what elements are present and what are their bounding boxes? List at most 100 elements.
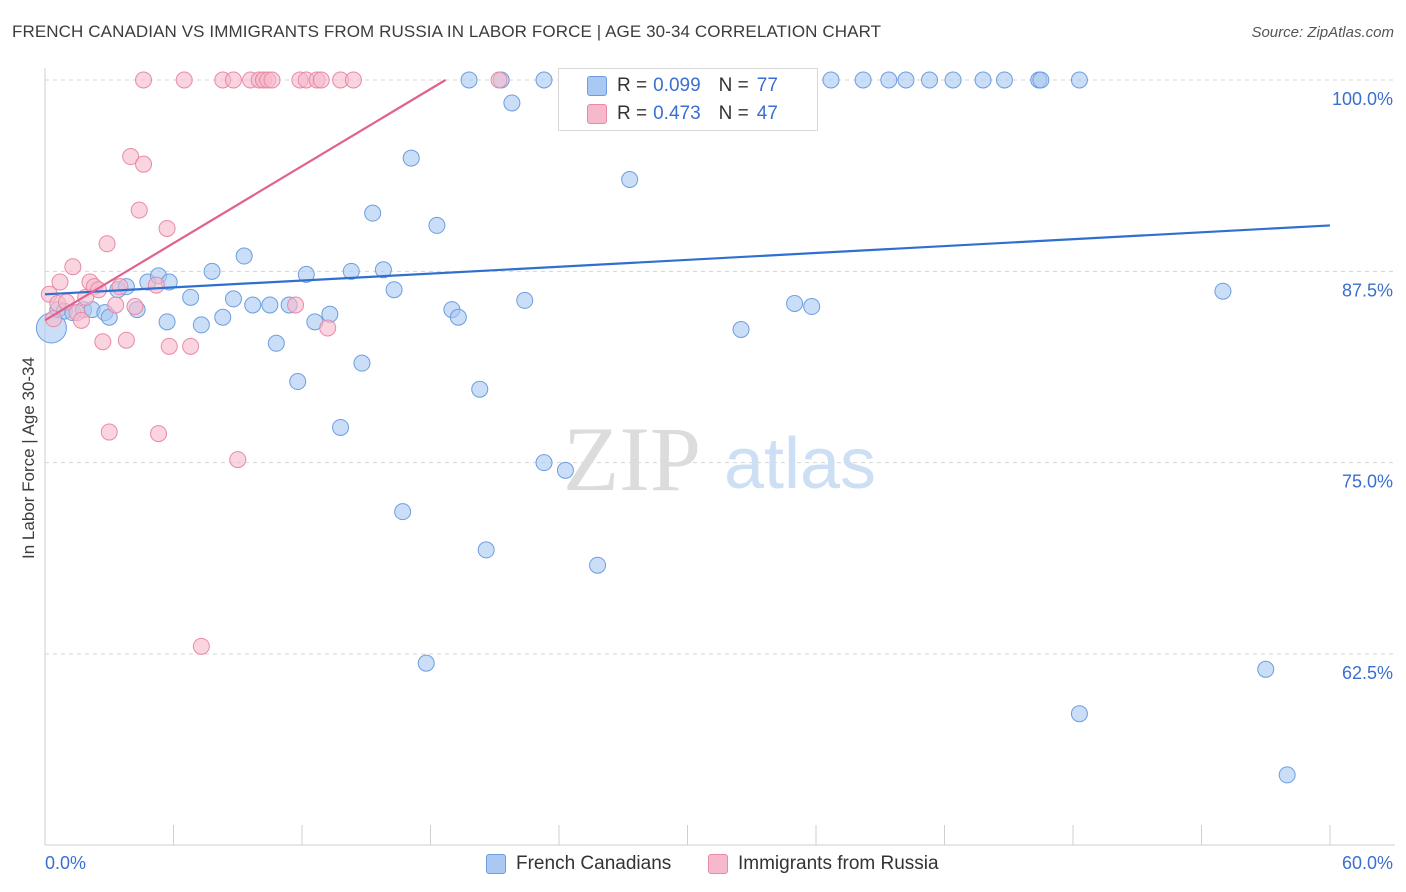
legend-label-immigrants-from-russia: Immigrants from Russia xyxy=(738,853,939,874)
french-canadians-point xyxy=(449,308,467,326)
french-canadians-point xyxy=(235,247,253,265)
watermark-zip: ZIP xyxy=(563,408,701,510)
french-canadians-point xyxy=(1278,766,1296,784)
immigrants-from-russia-point xyxy=(94,333,112,351)
legend-row-immigrants-from-russia: R = 0.473 N = 47 xyxy=(559,100,778,128)
immigrants-from-russia-point xyxy=(229,451,247,469)
french-canadians-point xyxy=(428,216,446,234)
french-canadians-point xyxy=(535,71,553,89)
grid-lines xyxy=(45,79,1395,655)
legend-swatch-blue xyxy=(486,854,506,874)
y-tick-label: 62.5% xyxy=(1342,663,1393,683)
immigrants-from-russia-point xyxy=(287,296,305,314)
trend-line-french-canadians xyxy=(44,224,1331,296)
tick-labels: 62.5% 75.0% 87.5% 100.0% 0.0% 60.0% xyxy=(45,89,1393,873)
chart-title: FRENCH CANADIAN VS IMMIGRANTS FROM RUSSI… xyxy=(12,22,882,41)
immigrants-from-russia-point xyxy=(98,235,116,253)
french-canadians-point xyxy=(897,71,915,89)
immigrants-from-russia-point xyxy=(64,258,82,276)
watermark-atlas: atlas xyxy=(724,424,876,504)
french-canadians-point xyxy=(921,71,939,89)
immigrants-from-russia-point xyxy=(263,71,281,89)
french-canadians-point xyxy=(786,294,804,312)
french-canadians-point xyxy=(822,71,840,89)
legend-r-label: R = xyxy=(617,103,648,124)
legend-swatch-blue xyxy=(587,76,607,96)
french-canadians-point xyxy=(944,71,962,89)
y-axis-label: In Labor Force | Age 30-34 xyxy=(19,357,38,559)
legend-r-label: R = xyxy=(617,75,648,96)
french-canadians-point xyxy=(353,354,371,372)
french-canadians-point xyxy=(244,296,262,314)
legend-swatch-pink xyxy=(587,104,607,124)
french-canadians-point xyxy=(1257,660,1275,678)
x-tick-label: 0.0% xyxy=(45,853,86,873)
french-canadians-point xyxy=(297,265,315,283)
immigrants-from-russia-point xyxy=(175,71,193,89)
french-canadians-point xyxy=(535,454,553,472)
bottom-legend-immigrants-from-russia[interactable]: Immigrants from Russia xyxy=(708,852,939,876)
french-canadians-point xyxy=(477,541,495,559)
immigrants-from-russia-point xyxy=(147,276,165,294)
french-canadians-point xyxy=(385,281,403,299)
french-canadians-point xyxy=(374,261,392,279)
french-canadians-point xyxy=(267,334,285,352)
french-canadians-point xyxy=(158,313,176,331)
legend-n-label: N = xyxy=(718,103,749,124)
immigrants-from-russia-point xyxy=(150,425,168,443)
immigrants-from-russia-point xyxy=(224,71,242,89)
french-canadians-point xyxy=(289,373,307,391)
immigrants-from-russia-point xyxy=(182,337,200,355)
french-canadians-point xyxy=(192,316,210,334)
french-canadians-point xyxy=(471,380,489,398)
immigrants-from-russia-point xyxy=(158,219,176,237)
french-canadians-point xyxy=(1032,71,1050,89)
french-canadians-point xyxy=(732,320,750,338)
french-canadians-point xyxy=(417,654,435,672)
french-canadians-point xyxy=(182,288,200,306)
y-tick-label: 100.0% xyxy=(1332,89,1393,109)
french-canadians-point xyxy=(589,556,607,574)
french-canadians-point xyxy=(342,262,360,280)
trend-line-immigrants-from-russia xyxy=(44,79,447,322)
french-canadians-point xyxy=(803,298,821,316)
immigrants-from-russia-point xyxy=(111,278,129,296)
immigrants-from-russia-point xyxy=(122,148,140,166)
y-tick-label: 87.5% xyxy=(1342,280,1393,300)
french-canadians-point xyxy=(214,308,232,326)
french-canadians-point xyxy=(556,461,574,479)
french-canadians-point xyxy=(1070,705,1088,723)
french-canadians-point xyxy=(854,71,872,89)
legend-r-value: 0.473 xyxy=(653,103,701,124)
french-canadians-point xyxy=(203,262,221,280)
french-canadians-point xyxy=(261,296,279,314)
legend-label-french-canadians: French Canadians xyxy=(516,853,672,874)
immigrants-from-russia-point xyxy=(126,298,144,316)
french-canadians-point xyxy=(516,291,534,309)
french-canadians-point xyxy=(460,71,478,89)
french-canadians-point xyxy=(364,204,382,222)
correlation-legend: R = 0.099 N = 77 R = 0.473 N = 47 xyxy=(558,68,818,131)
series-immigrants-from-russia xyxy=(40,71,508,655)
immigrants-from-russia-point xyxy=(490,71,508,89)
french-canadians-point xyxy=(394,503,412,521)
french-canadians-point xyxy=(880,71,898,89)
axes xyxy=(44,68,1395,846)
french-canadians-point xyxy=(621,170,639,188)
bottom-legend-french-canadians[interactable]: French Canadians xyxy=(486,852,671,876)
trend-lines xyxy=(44,79,1331,322)
french-canadians-point xyxy=(503,94,521,112)
immigrants-from-russia-point xyxy=(100,423,118,441)
immigrants-from-russia-point xyxy=(312,71,330,89)
immigrants-from-russia-point xyxy=(72,311,90,329)
legend-r-value: 0.099 xyxy=(653,75,701,96)
x-tick-label: 60.0% xyxy=(1342,853,1393,873)
immigrants-from-russia-point xyxy=(192,637,210,655)
immigrants-from-russia-point xyxy=(130,201,148,219)
french-canadians-point xyxy=(974,71,992,89)
french-canadians-point xyxy=(332,418,350,436)
immigrants-from-russia-point xyxy=(135,71,153,89)
source-label: Source: ZipAtlas.com xyxy=(1251,24,1394,41)
immigrants-from-russia-point xyxy=(344,71,362,89)
